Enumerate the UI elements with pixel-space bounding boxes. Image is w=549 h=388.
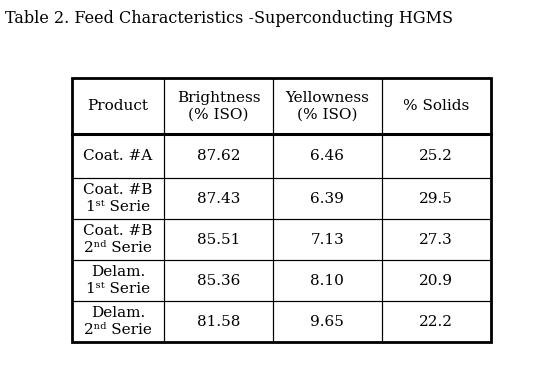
Text: 6.39: 6.39	[311, 192, 344, 206]
Bar	[273, 219, 382, 260]
Text: 6.46: 6.46	[310, 149, 344, 163]
Bar	[273, 134, 382, 178]
Text: Product: Product	[88, 99, 149, 113]
Bar	[72, 260, 164, 301]
Bar	[273, 301, 382, 342]
Bar	[273, 78, 382, 134]
Text: 8.10: 8.10	[311, 274, 344, 288]
Bar	[164, 301, 273, 342]
Bar	[164, 219, 273, 260]
Bar	[382, 78, 491, 134]
Bar	[382, 219, 491, 260]
Text: 20.9: 20.9	[419, 274, 453, 288]
Text: 9.65: 9.65	[311, 315, 344, 329]
Bar	[382, 301, 491, 342]
Bar	[164, 178, 273, 219]
Bar	[382, 260, 491, 301]
Text: Coat. #A: Coat. #A	[83, 149, 153, 163]
Text: Table 2. Feed Characteristics -Superconducting HGMS: Table 2. Feed Characteristics -Supercond…	[5, 10, 453, 27]
Text: 7.13: 7.13	[311, 233, 344, 247]
Text: Delam.
1ˢᵗ Serie: Delam. 1ˢᵗ Serie	[86, 265, 150, 296]
Text: 25.2: 25.2	[419, 149, 453, 163]
Text: 81.58: 81.58	[197, 315, 240, 329]
Text: % Solids: % Solids	[403, 99, 469, 113]
Bar	[164, 78, 273, 134]
Bar	[72, 78, 164, 134]
Text: Yellowness
(% ISO): Yellowness (% ISO)	[285, 91, 369, 121]
Text: 87.43: 87.43	[197, 192, 240, 206]
Text: Brightness
(% ISO): Brightness (% ISO)	[177, 91, 260, 121]
Bar	[72, 301, 164, 342]
Bar	[72, 134, 164, 178]
Text: Coat. #B
2ⁿᵈ Serie: Coat. #B 2ⁿᵈ Serie	[83, 224, 153, 255]
Text: Coat. #B
1ˢᵗ Serie: Coat. #B 1ˢᵗ Serie	[83, 184, 153, 214]
Bar	[72, 178, 164, 219]
Bar	[164, 134, 273, 178]
Bar	[72, 219, 164, 260]
Text: 87.62: 87.62	[197, 149, 240, 163]
Text: 22.2: 22.2	[419, 315, 453, 329]
Bar	[382, 134, 491, 178]
Bar	[382, 178, 491, 219]
Text: 27.3: 27.3	[419, 233, 453, 247]
Text: Delam.
2ⁿᵈ Serie: Delam. 2ⁿᵈ Serie	[84, 307, 152, 337]
Text: 29.5: 29.5	[419, 192, 453, 206]
Bar	[273, 260, 382, 301]
Text: 85.51: 85.51	[197, 233, 240, 247]
Bar	[72, 78, 491, 342]
Bar	[273, 178, 382, 219]
Bar	[164, 260, 273, 301]
Text: 85.36: 85.36	[197, 274, 240, 288]
